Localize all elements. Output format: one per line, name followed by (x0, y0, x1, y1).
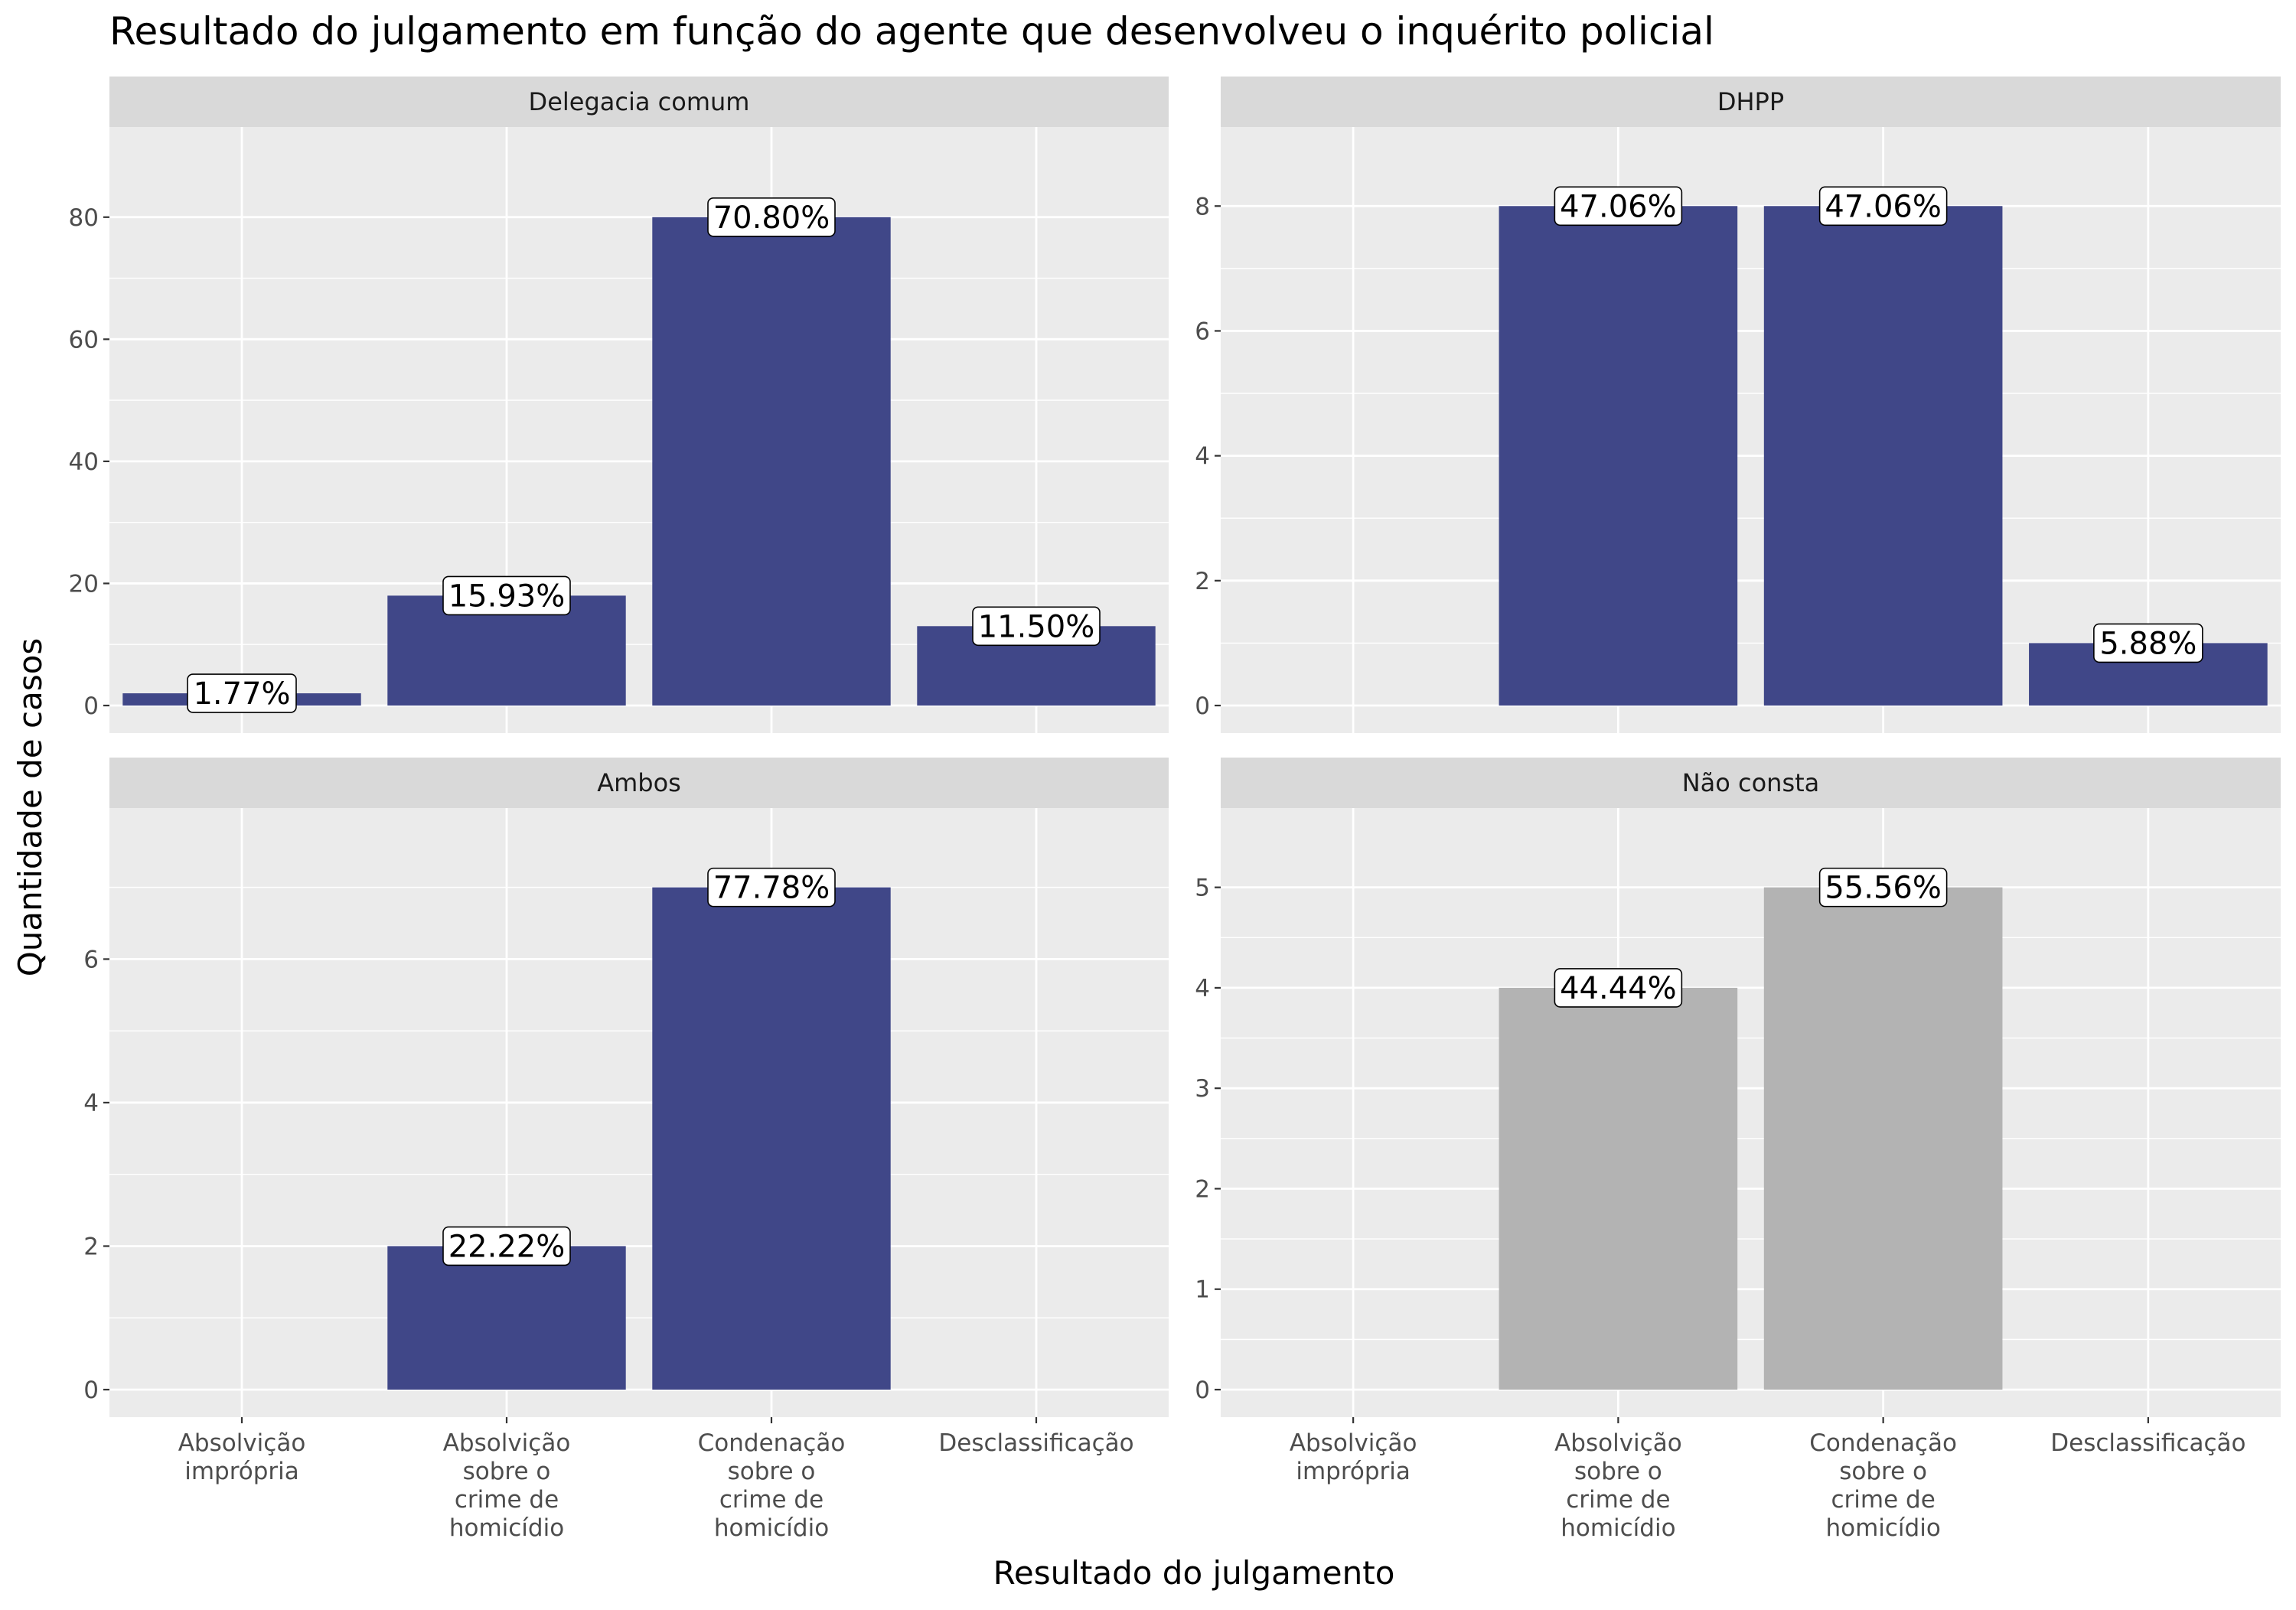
x-tick-label: crime de (719, 1486, 823, 1514)
panel-strip (109, 758, 1169, 808)
y-tick-label: 4 (1195, 443, 1210, 471)
y-tick-label: 2 (83, 1233, 99, 1260)
y-tick-label: 6 (1195, 318, 1210, 345)
y-tick-label: 40 (69, 448, 99, 476)
bar (387, 1246, 626, 1390)
data-label-box (1554, 186, 1683, 227)
panel-strip-label: Ambos (597, 768, 681, 797)
y-tick-label: 0 (83, 1377, 99, 1404)
bar (1499, 987, 1738, 1390)
bar (1763, 887, 2003, 1390)
x-tick-label: crime de (1831, 1486, 1935, 1514)
y-tick-label: 60 (69, 326, 99, 354)
data-label: 44.44% (1560, 971, 1677, 1006)
bar (652, 217, 891, 706)
data-label-box (442, 1226, 571, 1266)
x-tick-label: homicídio (714, 1514, 829, 1542)
bar (1763, 206, 2003, 706)
y-tick-label: 4 (83, 1090, 99, 1117)
panel-background (109, 808, 1169, 1417)
x-tick-label: Condenação (1809, 1429, 1957, 1457)
data-label: 5.88% (2099, 626, 2197, 661)
y-tick-label: 5 (1195, 875, 1210, 902)
x-tick-label: sobre o (1574, 1458, 1662, 1485)
panel-0: Delegacia comum 0 20 40 60 80 1.77% 15.93% 70.80… (69, 77, 1169, 733)
x-axis-title: Resultado do julgamento (993, 1554, 1395, 1592)
data-label-box (972, 606, 1101, 647)
panel-strip (1221, 758, 2281, 808)
x-tick-label: homicídio (1825, 1514, 1940, 1542)
data-label-box (1554, 968, 1683, 1008)
y-axis-title: Quantidade de casos (11, 638, 49, 977)
data-label: 1.77% (193, 676, 290, 712)
x-tick-label: homicídio (1561, 1514, 1675, 1542)
x-tick-label: sobre o (463, 1458, 551, 1485)
data-label: 11.50% (978, 609, 1095, 644)
x-tick-label: homicídio (449, 1514, 564, 1542)
panel-3: Não consta01234544.44%55.56%Absolviçãoim… (1195, 758, 2281, 1542)
panel-strip-label: Delegacia comum (529, 87, 750, 116)
x-tick-label: Absolvição (443, 1429, 571, 1457)
panel-background (1221, 808, 2281, 1417)
data-label: 55.56% (1825, 871, 1942, 906)
panel-strip-label: DHPP (1717, 87, 1784, 116)
y-tick-label: 4 (1195, 975, 1210, 1002)
y-tick-label: 2 (1195, 568, 1210, 595)
x-tick-label: Absolvição (1290, 1429, 1417, 1457)
data-label-box (2093, 623, 2203, 663)
x-tick-label: crime de (1566, 1486, 1670, 1514)
x-tick-label: Desclassificação (938, 1429, 1133, 1457)
data-label: 70.80% (713, 200, 830, 236)
panels-layer: Delegacia comum0204060801.77%15.93%70.80… (69, 77, 2281, 1542)
x-tick-label: sobre o (728, 1458, 816, 1485)
panel-2: Ambos024622.22%77.78%Absolviçãoimprópria… (83, 758, 1169, 1542)
data-label: 47.06% (1825, 189, 1942, 224)
bar (652, 887, 891, 1390)
data-label: 47.06% (1560, 189, 1677, 224)
data-label-box (707, 867, 836, 908)
panel-1: DHPP 0 2 4 6 8 47.06% 47.06% 5.88% (1195, 77, 2281, 733)
bar (1499, 206, 1738, 706)
data-label: 22.22% (448, 1229, 566, 1264)
data-label: 77.78% (713, 871, 830, 906)
y-tick-label: 0 (83, 693, 99, 720)
data-label-box (707, 197, 836, 237)
panel-strip-label: Não consta (1682, 768, 1820, 797)
data-label-box (1818, 186, 1948, 227)
y-tick-label: 8 (1195, 193, 1210, 220)
y-tick-label: 0 (1195, 693, 1210, 720)
panel-strip (1221, 77, 2281, 127)
data-label-box (187, 673, 297, 713)
y-tick-label: 6 (83, 946, 99, 973)
y-tick-label: 0 (1195, 1377, 1210, 1404)
x-tick-label: crime de (455, 1486, 559, 1514)
data-label-box (442, 575, 571, 616)
data-label: 15.93% (448, 578, 566, 614)
x-tick-label: Desclassificação (2050, 1429, 2245, 1457)
x-tick-label: Absolvição (178, 1429, 306, 1457)
data-label-box (1818, 867, 1948, 908)
x-tick-label: imprópria (1296, 1458, 1411, 1485)
y-tick-label: 80 (69, 204, 99, 232)
y-tick-label: 3 (1195, 1075, 1210, 1103)
y-tick-label: 20 (69, 570, 99, 598)
x-tick-label: Condenação (698, 1429, 846, 1457)
y-tick-label: 2 (1195, 1175, 1210, 1203)
panel-strip (109, 77, 1169, 127)
y-tick-label: 1 (1195, 1276, 1210, 1304)
x-tick-label: imprópria (184, 1458, 299, 1485)
chart-title: Resultado do julgamento em função do age… (109, 9, 1714, 54)
x-tick-label: sobre o (1839, 1458, 1927, 1485)
x-tick-label: Absolvição (1554, 1429, 1682, 1457)
